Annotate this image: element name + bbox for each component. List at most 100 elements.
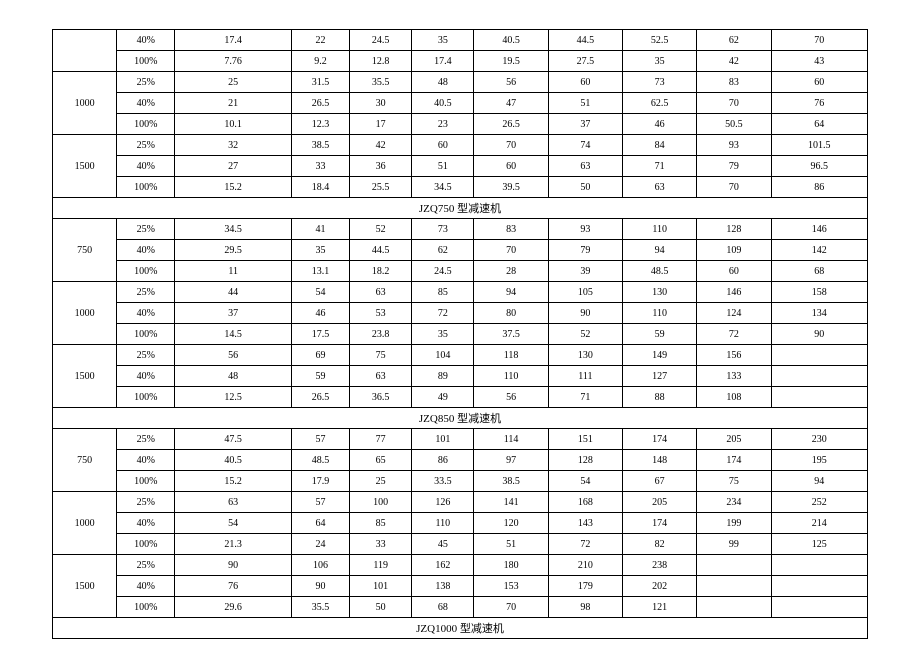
- table-cell: 125: [771, 534, 867, 555]
- table-row: 75025%34.54152738393110128146: [53, 219, 868, 240]
- table-cell: 25%: [117, 492, 175, 513]
- table-cell: 18.4: [291, 177, 349, 198]
- table-cell: 65: [350, 450, 412, 471]
- table-cell: 133: [697, 366, 771, 387]
- table-cell: 149: [623, 345, 697, 366]
- table-cell: 63: [350, 282, 412, 303]
- table-cell: 49: [412, 387, 474, 408]
- table-cell: [697, 597, 771, 618]
- table-cell: 36: [350, 156, 412, 177]
- table-cell: 23.8: [350, 324, 412, 345]
- table-cell: 40%: [117, 576, 175, 597]
- table-cell: 52.5: [623, 30, 697, 51]
- table-cell: 110: [623, 219, 697, 240]
- table-cell: 35.5: [291, 597, 349, 618]
- table-cell: 101: [412, 429, 474, 450]
- table-cell: 93: [548, 219, 622, 240]
- table-cell: 51: [548, 93, 622, 114]
- table-cell: 40%: [117, 513, 175, 534]
- table-row: 40%273336516063717996.5: [53, 156, 868, 177]
- table-cell: 143: [548, 513, 622, 534]
- table-cell: 26.5: [474, 114, 548, 135]
- table-cell: 202: [623, 576, 697, 597]
- table-cell: 40.5: [412, 93, 474, 114]
- table-cell: 59: [623, 324, 697, 345]
- table-cell: 85: [412, 282, 474, 303]
- table-cell: 40%: [117, 30, 175, 51]
- table-cell: 33: [291, 156, 349, 177]
- table-row: 150025%566975104118130149156: [53, 345, 868, 366]
- table-cell: 83: [474, 219, 548, 240]
- table-row: 100%14.517.523.83537.552597290: [53, 324, 868, 345]
- table-cell: 151: [548, 429, 622, 450]
- table-cell: 15.2: [175, 471, 291, 492]
- table-cell: 73: [623, 72, 697, 93]
- group-label: [53, 30, 117, 72]
- table-cell: 40%: [117, 156, 175, 177]
- table-cell: 70: [771, 30, 867, 51]
- group-label: 1000: [53, 282, 117, 345]
- table-cell: 17: [350, 114, 412, 135]
- table-cell: 42: [697, 51, 771, 72]
- table-cell: 180: [474, 555, 548, 576]
- table-cell: 12.5: [175, 387, 291, 408]
- table-cell: 62: [412, 240, 474, 261]
- table-cell: 99: [697, 534, 771, 555]
- table-cell: 70: [474, 597, 548, 618]
- table-cell: 10.1: [175, 114, 291, 135]
- table-cell: 86: [412, 450, 474, 471]
- table-cell: 93: [697, 135, 771, 156]
- table-cell: 35: [412, 324, 474, 345]
- table-cell: 26.5: [291, 387, 349, 408]
- table-cell: 127: [623, 366, 697, 387]
- table-row: 100%10.112.3172326.5374650.564: [53, 114, 868, 135]
- table-cell: 100%: [117, 597, 175, 618]
- table-cell: 63: [548, 156, 622, 177]
- table-cell: 146: [697, 282, 771, 303]
- table-cell: 25%: [117, 219, 175, 240]
- table-cell: 29.6: [175, 597, 291, 618]
- table-cell: 45: [412, 534, 474, 555]
- table-cell: 32: [175, 135, 291, 156]
- table-cell: 126: [412, 492, 474, 513]
- table-cell: 72: [697, 324, 771, 345]
- table-cell: 110: [474, 366, 548, 387]
- table-cell: 48.5: [291, 450, 349, 471]
- table-cell: 88: [623, 387, 697, 408]
- table-cell: 214: [771, 513, 867, 534]
- table-row: 100%15.217.92533.538.554677594: [53, 471, 868, 492]
- table-cell: 158: [771, 282, 867, 303]
- table-cell: 46: [291, 303, 349, 324]
- table-cell: 174: [623, 429, 697, 450]
- table-cell: 84: [623, 135, 697, 156]
- table-cell: 33: [350, 534, 412, 555]
- table-cell: 128: [548, 450, 622, 471]
- table-cell: 100%: [117, 114, 175, 135]
- table-cell: 44: [175, 282, 291, 303]
- table-row: 100%7.769.212.817.419.527.5354243: [53, 51, 868, 72]
- table-cell: 40%: [117, 366, 175, 387]
- table-cell: 17.9: [291, 471, 349, 492]
- table-cell: 199: [697, 513, 771, 534]
- table-cell: 97: [474, 450, 548, 471]
- table-cell: 94: [771, 471, 867, 492]
- table-cell: 25%: [117, 72, 175, 93]
- table-cell: 205: [697, 429, 771, 450]
- table-cell: 72: [548, 534, 622, 555]
- table-cell: 44.5: [350, 240, 412, 261]
- section-header: JZQ750 型减速机: [53, 198, 868, 219]
- table-cell: 174: [623, 513, 697, 534]
- table-cell: 153: [474, 576, 548, 597]
- table-cell: 42: [350, 135, 412, 156]
- table-cell: 105: [548, 282, 622, 303]
- table-cell: 15.2: [175, 177, 291, 198]
- group-label: 1500: [53, 135, 117, 198]
- table-cell: 75: [697, 471, 771, 492]
- table-cell: 90: [291, 576, 349, 597]
- table-cell: 77: [350, 429, 412, 450]
- table-row: 40%7690101138153179202: [53, 576, 868, 597]
- table-cell: 60: [697, 261, 771, 282]
- table-cell: 82: [623, 534, 697, 555]
- table-cell: 37.5: [474, 324, 548, 345]
- table-cell: 120: [474, 513, 548, 534]
